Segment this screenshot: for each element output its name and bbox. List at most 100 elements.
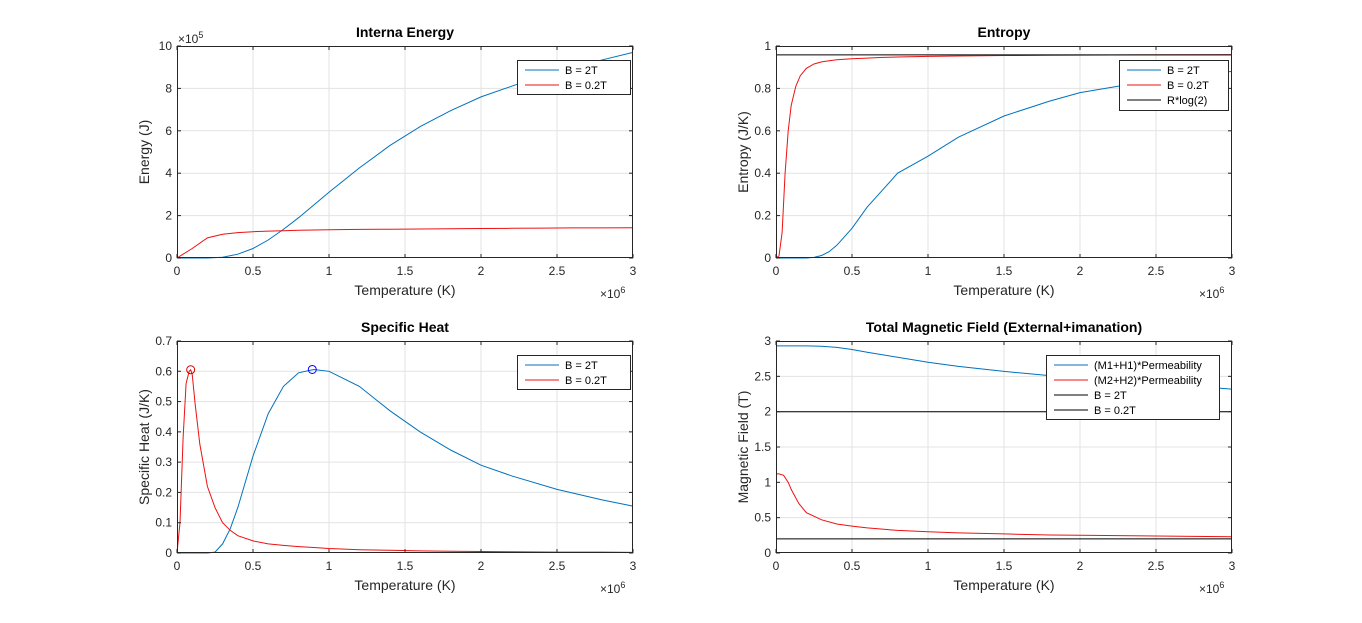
y-tick-label: 10: [159, 39, 173, 53]
x-tick-label: 2.5: [549, 264, 566, 278]
legend: B = 2T B = 0.2T: [517, 60, 631, 95]
subplot-1: 0 0.5 1 1.5 2 2.5 3 0 2 4 6 8 10 Interna Energy Temper…: [136, 24, 637, 301]
x-tick-label: 0: [174, 559, 181, 573]
x-tick-label: 2.5: [1148, 559, 1165, 573]
y-tick-label: 6: [165, 124, 172, 138]
y-tick-label: 8: [165, 81, 172, 95]
y-tick-label: 0.2: [155, 485, 172, 499]
y-tick-label: 0.6: [754, 124, 771, 138]
legend-box: [517, 355, 631, 390]
y-tick-label: 0.4: [754, 166, 771, 180]
x-tick-label: 3: [630, 264, 637, 278]
y-tick-label: 3: [764, 334, 771, 348]
x-tick-label: 0.5: [844, 559, 861, 573]
x-tick-label: 2: [1077, 264, 1084, 278]
ticks: 0 0.5 1 1.5 2 2.5 3 0 0.1 0.2 0.3 0.4 0.5 0.6 0.7: [155, 334, 636, 573]
y-axis-label: Magnetic Field (T): [735, 391, 751, 504]
legend-entry: B = 0.2T: [1094, 405, 1136, 417]
y-tick-label: 0.4: [155, 425, 172, 439]
y-tick-label: 0: [165, 546, 172, 560]
ticks: 0 0.5 1 1.5 2 2.5 3 0 0.5 1 1.5 2 2.5 3: [754, 334, 1235, 573]
legend-entry: B = 0.2T: [565, 80, 607, 92]
x-exponent-label: ×106: [600, 580, 625, 596]
ticks: 0 0.5 1 1.5 2 2.5 3 0 0.2 0.4 0.6 0.8 1: [754, 39, 1235, 278]
x-exponent-label: ×106: [600, 285, 625, 301]
x-tick-label: 1: [925, 264, 932, 278]
legend-entry: B = 2T: [1094, 390, 1127, 402]
chart-title: Entropy: [978, 24, 1031, 40]
y-tick-label: 0.5: [754, 511, 771, 525]
chart-title: Total Magnetic Field (External+imanation…: [866, 319, 1142, 335]
y-tick-label: 0.6: [155, 364, 172, 378]
legend-entry: B = 2T: [565, 65, 598, 77]
y-tick-label: 0.5: [155, 395, 172, 409]
x-tick-label: 2: [1077, 559, 1084, 573]
legend: (M1+H1)*Permeability (M2+H2)*Permeability…: [1046, 355, 1220, 420]
grid: [776, 46, 1232, 258]
series-line-2: [775, 54, 1233, 259]
y-tick-label: 0: [764, 546, 771, 560]
x-tick-label: 0.5: [245, 559, 262, 573]
y-axis-label: Energy (J): [136, 120, 152, 185]
y-tick-label: 1: [764, 475, 771, 489]
legend-entry: (M1+H1)*Permeability: [1094, 360, 1202, 372]
x-tick-label: 1.5: [397, 264, 414, 278]
x-tick-label: 2: [478, 264, 485, 278]
y-tick-label: 1.5: [754, 440, 771, 454]
series-line-2: [176, 368, 634, 554]
legend: B = 2T B = 0.2T: [517, 355, 631, 390]
y-axis-label: Specific Heat (J/K): [136, 389, 152, 505]
x-tick-label: 3: [1229, 559, 1236, 573]
y-tick-label: 1: [764, 39, 771, 53]
y-axis-label: Entropy (J/K): [735, 111, 751, 193]
x-axis-label: Temperature (K): [354, 577, 455, 593]
peak-marker-1: [307, 364, 317, 374]
x-exponent-label: ×106: [1199, 580, 1224, 596]
x-tick-label: 2.5: [1148, 264, 1165, 278]
y-tick-label: 0: [764, 251, 771, 265]
legend-entry: B = 2T: [565, 360, 598, 372]
x-tick-label: 3: [1229, 264, 1236, 278]
y-tick-label: 0.1: [155, 516, 172, 530]
legend: B = 2T B = 0.2T R*log(2): [1119, 60, 1229, 111]
legend-entry: B = 2T: [1167, 65, 1200, 77]
x-tick-label: 1: [326, 559, 333, 573]
x-axis-label: Temperature (K): [354, 282, 455, 298]
y-tick-label: 2: [764, 405, 771, 419]
legend-entry: B = 0.2T: [565, 375, 607, 387]
x-tick-label: 1: [925, 559, 932, 573]
legend-entry: B = 0.2T: [1167, 80, 1209, 92]
y-tick-label: 0.3: [155, 455, 172, 469]
y-exponent-label: ×105: [178, 30, 203, 46]
x-tick-label: 0.5: [844, 264, 861, 278]
y-tick-label: 0: [165, 251, 172, 265]
y-tick-label: 0.7: [155, 334, 172, 348]
x-tick-label: 1.5: [397, 559, 414, 573]
chart-title: Specific Heat: [361, 319, 449, 335]
subplot-2: 0 0.5 1 1.5 2 2.5 3 0 0.2 0.4 0.6 0.8 1 Entropy Temper…: [735, 24, 1236, 301]
x-tick-label: 0: [773, 559, 780, 573]
series-line-2: [176, 227, 634, 259]
legend-entry: R*log(2): [1167, 95, 1207, 107]
x-tick-label: 1.5: [996, 264, 1013, 278]
x-exponent-label: ×106: [1199, 285, 1224, 301]
legend-box: [1046, 355, 1220, 420]
chart-title: Interna Energy: [356, 24, 454, 40]
legend-entry: (M2+H2)*Permeability: [1094, 375, 1202, 387]
x-tick-label: 2: [478, 559, 485, 573]
x-tick-label: 0: [773, 264, 780, 278]
peak-marker-2: [186, 365, 196, 375]
x-tick-label: 1.5: [996, 559, 1013, 573]
x-axis-label: Temperature (K): [953, 282, 1054, 298]
ticks: 0 0.5 1 1.5 2 2.5 3 0 2 4 6 8 10: [159, 39, 637, 278]
y-tick-label: 0.8: [754, 81, 771, 95]
y-tick-label: 0.2: [754, 209, 771, 223]
x-tick-label: 0: [174, 264, 181, 278]
subplot-4: 0 0.5 1 1.5 2 2.5 3 0 0.5 1 1.5 2 2.5 3 Total Magnetic…: [735, 319, 1236, 596]
x-axis-label: Temperature (K): [953, 577, 1054, 593]
x-tick-label: 0.5: [245, 264, 262, 278]
x-tick-label: 1: [326, 264, 333, 278]
y-tick-label: 2: [165, 209, 172, 223]
subplot-3: 0 0.5 1 1.5 2 2.5 3 0 0.1 0.2 0.3 0.4 0.5 0.6 0.7 Speci…: [136, 319, 637, 596]
